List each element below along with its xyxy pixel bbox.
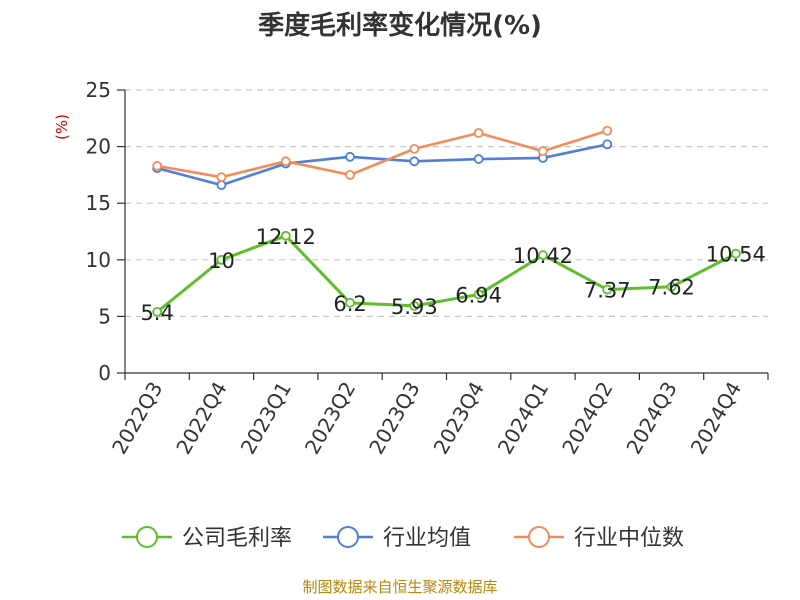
data-label: 5.4 bbox=[140, 301, 173, 325]
data-labels: 5.4 10 12.12 6.2 5.93 6.94 10.42 7.37 7.62 10.54 bbox=[140, 225, 765, 325]
legend-label: 行业中位数 bbox=[574, 526, 684, 551]
x-tick-label: 2023Q3 bbox=[364, 378, 424, 459]
data-point bbox=[730, 248, 741, 259]
chart-title: 季度毛利率变化情况(%) bbox=[258, 10, 542, 41]
y-tick-label: 10 bbox=[86, 248, 111, 272]
data-label: 7.37 bbox=[584, 279, 631, 303]
data-point bbox=[473, 128, 484, 138]
legend: 公司毛利率 行业均值 行业中位数 bbox=[122, 526, 684, 551]
data-point bbox=[473, 154, 484, 164]
x-tick-label: 2024Q2 bbox=[557, 378, 617, 459]
data-point bbox=[602, 284, 613, 295]
x-tick-label: 2022Q3 bbox=[107, 378, 167, 459]
x-tick-label: 2024Q4 bbox=[686, 378, 746, 459]
data-point bbox=[345, 151, 355, 162]
x-tick-label: 2023Q4 bbox=[429, 378, 489, 459]
data-point bbox=[409, 156, 420, 167]
series-line bbox=[156, 234, 737, 314]
legend-marker bbox=[337, 526, 359, 548]
y-tick-label: 5 bbox=[98, 304, 111, 328]
data-label: 7.62 bbox=[648, 276, 695, 300]
data-label: 6.94 bbox=[455, 283, 502, 307]
x-tick-label: 2023Q2 bbox=[300, 378, 360, 459]
series-line bbox=[156, 129, 608, 179]
data-point bbox=[280, 156, 291, 167]
data-point bbox=[666, 281, 677, 292]
y-axis-unit-label: (%) bbox=[53, 114, 71, 140]
data-point bbox=[409, 300, 420, 311]
y-tick-label: 15 bbox=[86, 191, 111, 215]
legend-label: 行业均值 bbox=[383, 526, 471, 551]
data-label: 5.93 bbox=[391, 295, 438, 319]
y-tick-label: 20 bbox=[86, 135, 111, 159]
series-line bbox=[156, 143, 608, 187]
legend-marker bbox=[136, 526, 158, 548]
data-label: 6.2 bbox=[333, 292, 366, 316]
data-point bbox=[280, 230, 291, 241]
source-note: 制图数据来自恒生聚源数据库 bbox=[302, 578, 497, 596]
x-tick-label: 2024Q1 bbox=[493, 378, 553, 459]
data-point bbox=[152, 306, 163, 317]
x-tick-label: 2024Q3 bbox=[621, 378, 681, 459]
legend-marker bbox=[528, 526, 550, 548]
data-label: 10.54 bbox=[706, 243, 766, 267]
series-lines bbox=[152, 125, 741, 317]
axes: 0 5 10 15 20 25 2022Q3 2022Q4 2023Q1 2023Q2 2023Q3… bbox=[86, 78, 769, 459]
data-point bbox=[216, 180, 227, 190]
data-point bbox=[602, 125, 613, 136]
legend-label: 公司毛利率 bbox=[182, 526, 292, 551]
y-tick-label: 0 bbox=[98, 361, 111, 385]
gridlines bbox=[125, 89, 768, 317]
data-label: 10.42 bbox=[513, 244, 573, 268]
data-point bbox=[345, 297, 355, 308]
data-point bbox=[216, 172, 227, 183]
y-tick-label: 25 bbox=[86, 78, 111, 102]
data-point bbox=[409, 143, 420, 154]
data-point bbox=[538, 250, 548, 260]
data-point bbox=[602, 139, 613, 150]
data-point bbox=[473, 289, 484, 300]
data-point bbox=[216, 254, 227, 265]
data-point bbox=[345, 169, 355, 180]
x-tick-label: 2022Q4 bbox=[171, 378, 231, 459]
data-label: 12.12 bbox=[256, 225, 316, 249]
data-point bbox=[152, 160, 163, 171]
data-label: 10 bbox=[208, 249, 235, 273]
x-tick-label: 2023Q1 bbox=[236, 378, 296, 459]
data-point bbox=[538, 146, 548, 157]
